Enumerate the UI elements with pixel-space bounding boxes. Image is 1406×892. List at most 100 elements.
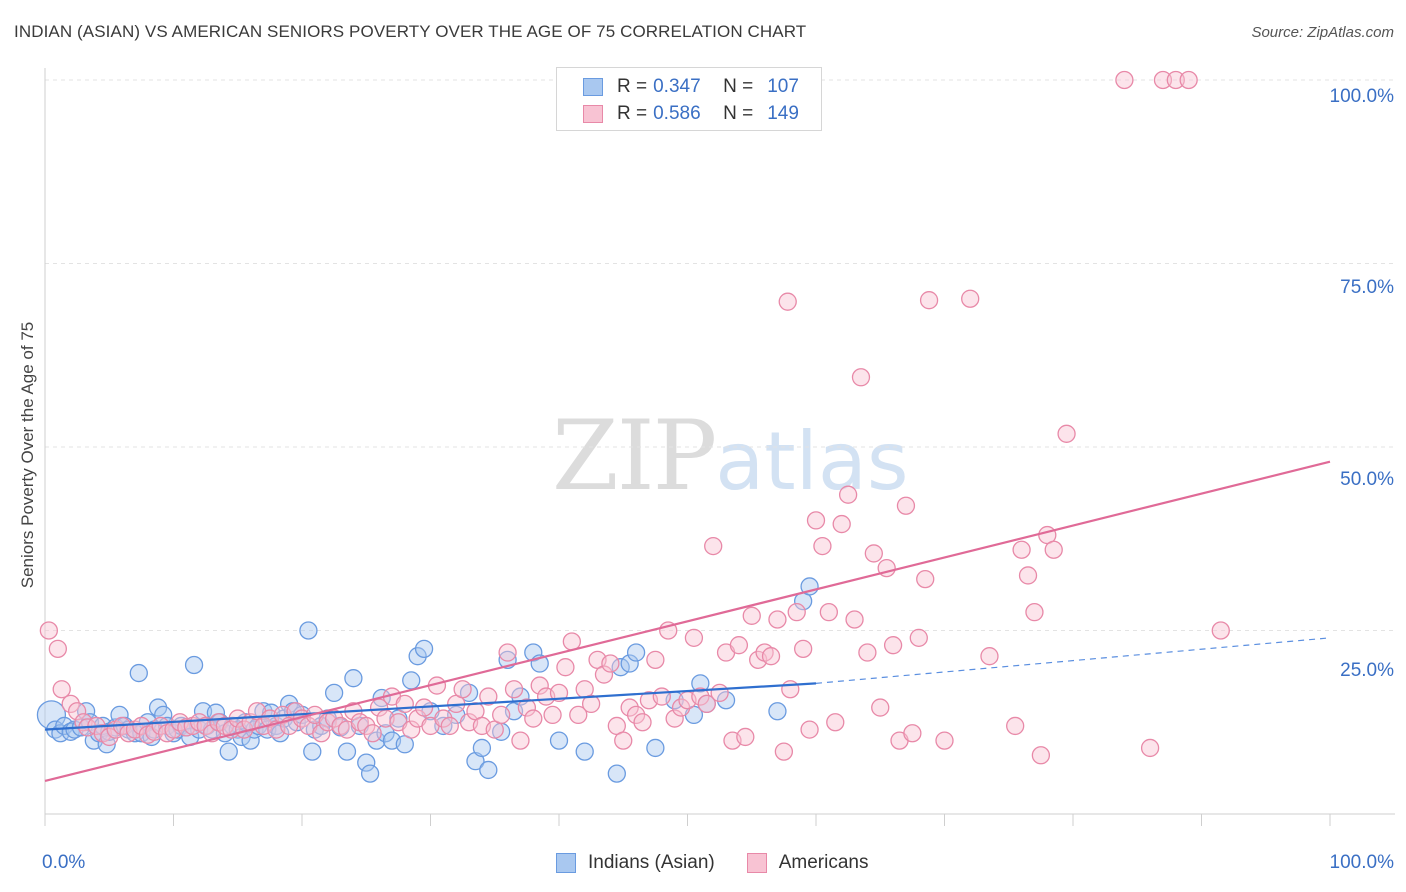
point-indians	[646, 738, 665, 758]
point-americans	[1044, 540, 1063, 559]
point-indians	[472, 738, 492, 758]
point-americans	[813, 536, 832, 556]
legend-swatch-indians	[583, 78, 603, 96]
point-americans	[1018, 566, 1038, 585]
point-americans	[729, 636, 749, 655]
point-americans	[100, 727, 119, 747]
point-americans	[1211, 621, 1230, 640]
point-indians	[344, 669, 363, 688]
point-indians	[408, 647, 427, 666]
watermark-atlas: atlas	[715, 415, 909, 508]
point-americans	[633, 713, 652, 732]
point-americans	[819, 603, 838, 622]
point-americans	[736, 727, 755, 747]
point-americans	[1179, 70, 1198, 90]
point-americans	[453, 680, 472, 699]
point-americans	[710, 683, 729, 703]
point-americans	[704, 536, 723, 556]
r-label: R =	[617, 76, 648, 97]
point-americans	[1057, 424, 1076, 443]
legend-label-americans: Americans	[778, 852, 869, 873]
point-americans	[440, 716, 459, 736]
legend-row-americans: R = 0.586 N = 149	[583, 102, 799, 126]
point-americans	[794, 639, 813, 658]
point-americans	[601, 654, 620, 673]
trend-line-indians	[44, 682, 817, 731]
point-indians	[402, 671, 421, 690]
legend-item-americans[interactable]: Americans	[746, 852, 869, 874]
point-americans	[48, 639, 67, 658]
point-americans	[1031, 746, 1051, 765]
point-americans	[858, 643, 877, 662]
point-americans	[903, 724, 922, 743]
n-value: 107	[767, 76, 799, 97]
trend-line-americans	[44, 460, 1331, 783]
point-americans	[530, 676, 549, 695]
point-americans	[498, 643, 517, 662]
point-americans	[569, 705, 588, 725]
point-americans	[61, 694, 80, 714]
point-indians	[357, 753, 376, 772]
point-americans	[402, 720, 421, 739]
y-tick-100: 100.0%	[1329, 86, 1394, 107]
source-label: Source: ZipAtlas.com	[1251, 24, 1394, 41]
point-americans	[646, 650, 665, 670]
point-americans	[1166, 70, 1185, 90]
point-indians	[184, 655, 204, 675]
point-americans	[52, 680, 71, 699]
point-indians	[303, 742, 322, 761]
point-americans	[864, 544, 883, 563]
legend-item-indians[interactable]: Indians (Asian)	[556, 852, 715, 874]
point-americans	[652, 687, 671, 706]
legend-swatch-americans	[746, 853, 767, 873]
point-americans	[800, 720, 819, 739]
point-americans	[832, 514, 851, 534]
trend-extension-indians	[815, 637, 1331, 684]
point-americans	[479, 687, 498, 706]
point-americans	[778, 292, 797, 311]
y-tick-50: 50.0%	[1340, 469, 1394, 490]
point-americans	[896, 496, 916, 515]
point-indians	[110, 705, 129, 725]
point-americans	[1115, 70, 1134, 90]
point-americans	[697, 694, 716, 714]
point-americans	[883, 636, 903, 655]
point-indians	[219, 742, 238, 761]
point-indians	[691, 674, 710, 693]
point-americans	[768, 610, 787, 629]
point-americans	[504, 680, 524, 699]
x-tick-100: 100.0%	[1329, 852, 1394, 873]
point-americans	[871, 698, 890, 717]
point-americans	[581, 694, 601, 714]
point-americans	[1006, 716, 1025, 736]
legend-row-indians: R = 0.347 N = 107	[583, 75, 799, 99]
point-americans	[614, 731, 633, 750]
point-americans	[626, 705, 646, 725]
point-indians	[524, 643, 543, 662]
point-indians	[129, 663, 148, 683]
point-americans	[620, 698, 639, 717]
point-americans	[39, 621, 59, 640]
point-indians	[376, 724, 395, 743]
legend-swatch-americans	[583, 105, 603, 123]
point-americans	[806, 511, 826, 530]
point-americans	[845, 610, 864, 629]
point-indians	[324, 683, 344, 703]
r-value: 0.347	[653, 76, 701, 97]
watermark-zip: ZIP	[552, 400, 717, 512]
point-americans	[363, 724, 382, 743]
point-americans	[1140, 738, 1160, 758]
x-tick-0: 0.0%	[42, 852, 86, 873]
chart-title: INDIAN (ASIAN) VS AMERICAN SENIORS POVER…	[14, 22, 807, 41]
point-americans	[787, 603, 806, 622]
point-indians	[414, 639, 434, 658]
point-indians	[626, 643, 646, 662]
point-americans	[434, 709, 453, 728]
point-americans	[1153, 70, 1173, 90]
point-americans	[684, 628, 704, 647]
n-label: N =	[723, 76, 754, 97]
point-indians	[575, 742, 594, 761]
point-indians	[241, 731, 260, 750]
point-americans	[1012, 540, 1031, 559]
